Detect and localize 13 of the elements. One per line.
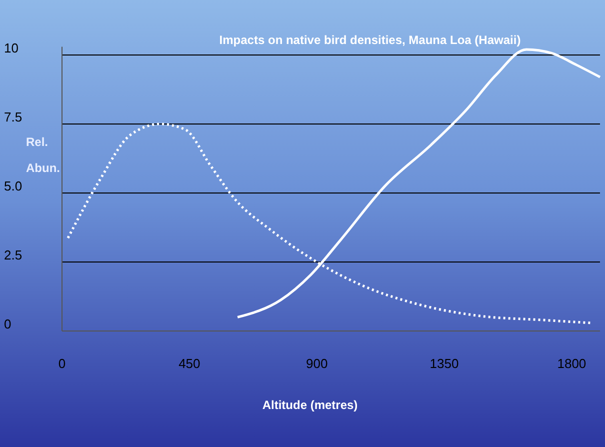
x-tick-label: 900 <box>306 356 328 372</box>
y-tick-label: 2.5 <box>4 247 22 262</box>
x-tick-label: 1350 <box>430 356 459 372</box>
y-tick-label: 10 <box>4 40 18 56</box>
y-axis-title: Rel. Abun. <box>26 135 60 175</box>
y-tick-label: 7.5 <box>4 109 22 124</box>
y-tick-label: 5.0 <box>4 178 22 194</box>
x-tick-label: 450 <box>178 356 200 372</box>
x-axis-title: Altitude (metres) <box>262 398 358 412</box>
chart-title: Impacts on native bird densities, Mauna Loa (Hawaii) <box>219 33 521 47</box>
x-tick-label: 0 <box>58 356 66 372</box>
y-tick-label: 0 <box>4 316 12 332</box>
x-tick-label: 1800 <box>557 356 586 372</box>
